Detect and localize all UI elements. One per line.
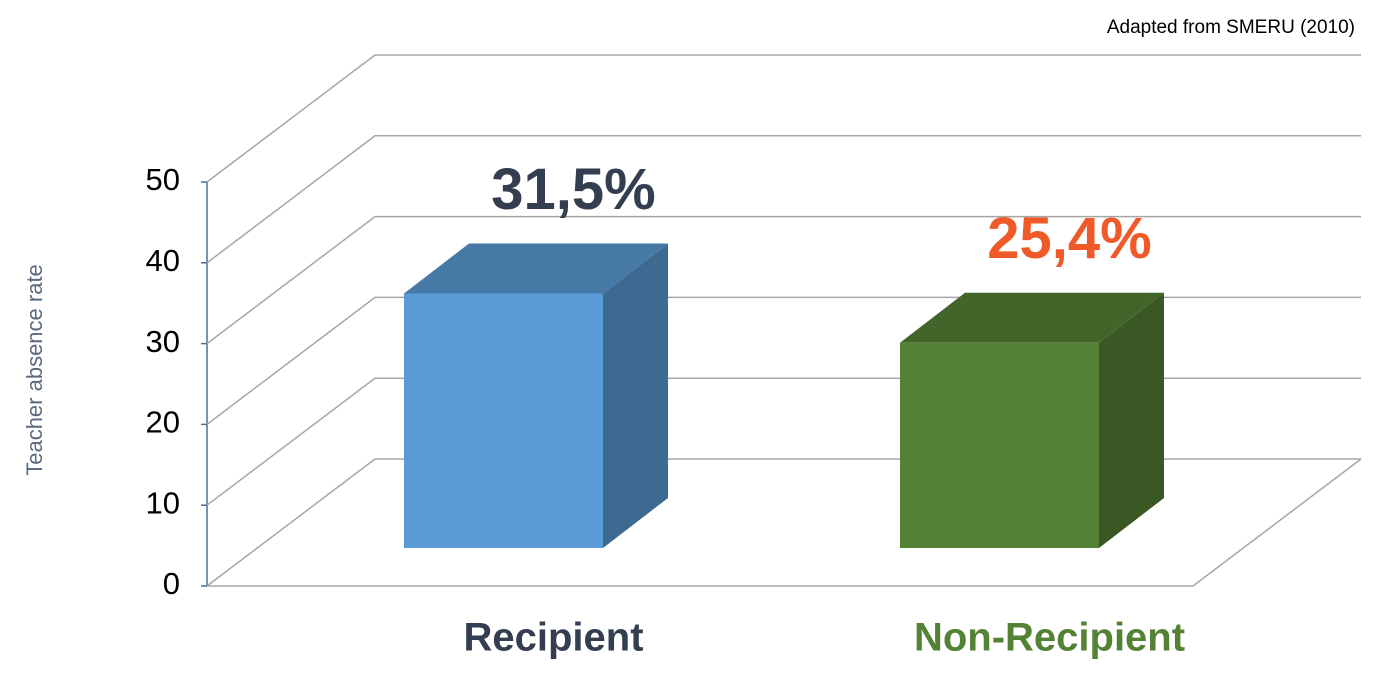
value-label: 31,5% xyxy=(491,157,655,222)
grid-line xyxy=(206,296,1361,425)
grid-line xyxy=(206,54,1361,183)
bar xyxy=(404,293,603,548)
x-tick-label: Recipient xyxy=(463,616,643,660)
bar-side xyxy=(1099,292,1164,548)
floor xyxy=(207,458,1362,587)
grid-line xyxy=(206,215,1361,345)
bar xyxy=(900,342,1099,548)
grid-line xyxy=(206,458,1361,587)
value-label: 25,4% xyxy=(987,206,1151,271)
bar-top xyxy=(900,292,1164,343)
y-tick-label: 40 xyxy=(146,243,180,278)
y-tick-label: 20 xyxy=(146,405,180,440)
grid-line xyxy=(206,377,1361,506)
y-axis-label: Teacher absence rate xyxy=(22,264,47,476)
bar-side xyxy=(603,243,668,549)
source-note: Adapted from SMERU (2010) xyxy=(1107,17,1355,38)
bar-top xyxy=(404,243,668,294)
x-tick-label: Non-Recipient xyxy=(914,616,1185,660)
y-tick-label: 10 xyxy=(146,485,180,520)
y-tick-label: 50 xyxy=(146,162,180,197)
grid-line xyxy=(206,135,1361,264)
y-tick-label: 0 xyxy=(163,566,180,601)
y-tick-label: 30 xyxy=(146,324,180,359)
